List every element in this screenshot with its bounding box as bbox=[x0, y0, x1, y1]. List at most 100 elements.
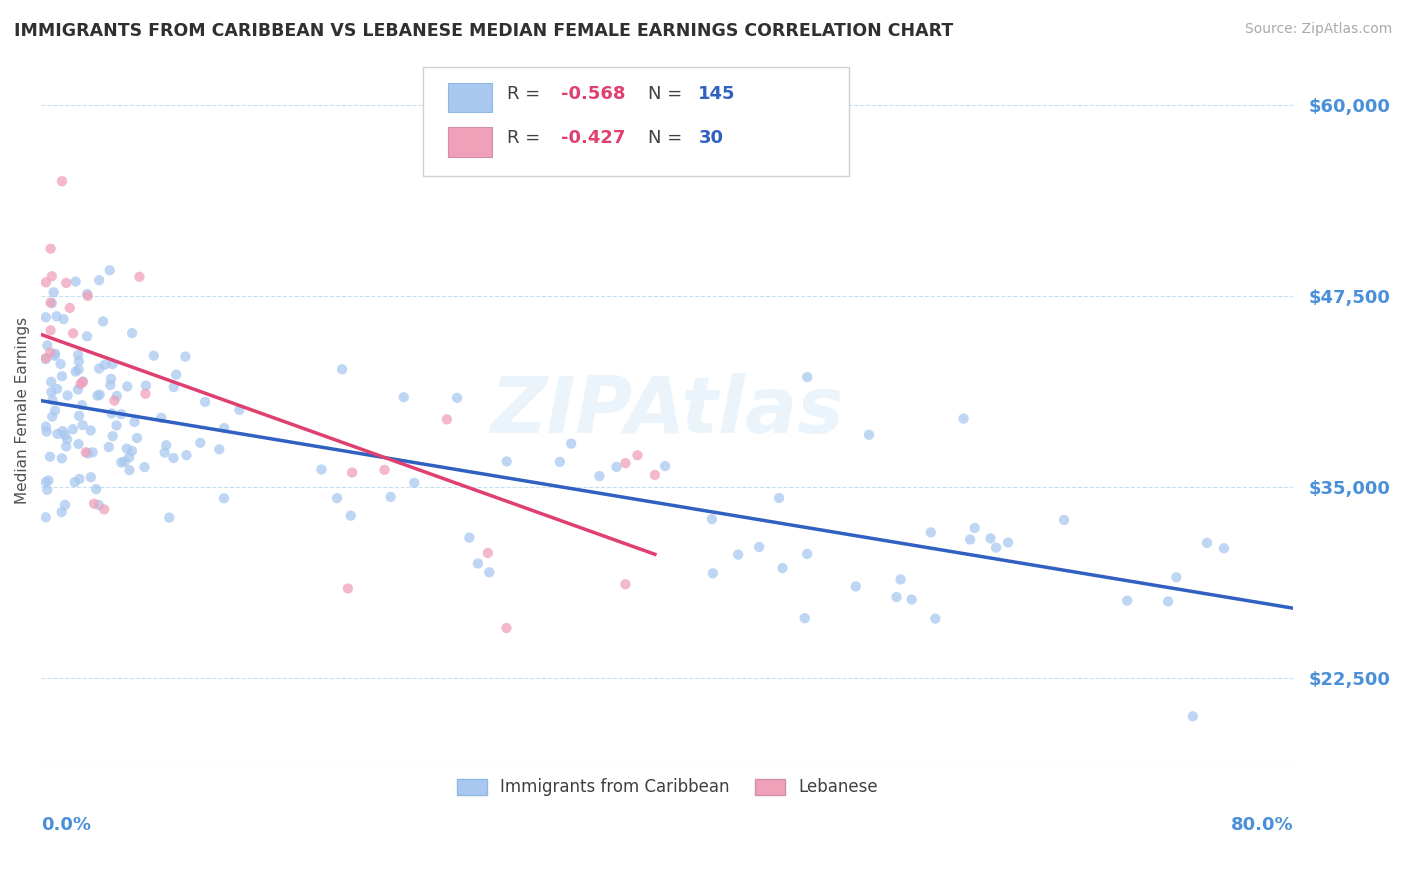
Point bbox=[46, 382, 69, 396]
Point bbox=[748, 540, 770, 554]
Point bbox=[80, 470, 103, 484]
Point bbox=[39, 323, 62, 337]
Point bbox=[41, 269, 63, 284]
Point bbox=[44, 349, 66, 363]
Point bbox=[700, 512, 723, 526]
Point bbox=[76, 446, 98, 460]
Point bbox=[890, 573, 912, 587]
Text: R =: R = bbox=[508, 85, 540, 103]
Point bbox=[52, 312, 75, 326]
Point bbox=[35, 276, 58, 290]
Text: 30: 30 bbox=[699, 129, 724, 147]
Point bbox=[373, 463, 395, 477]
Point bbox=[52, 424, 75, 438]
Point bbox=[66, 383, 89, 397]
Point bbox=[103, 393, 125, 408]
Point bbox=[72, 418, 94, 433]
Point bbox=[76, 289, 98, 303]
Point bbox=[163, 380, 186, 394]
Point bbox=[588, 469, 610, 483]
Point bbox=[984, 541, 1007, 555]
Text: Source: ZipAtlas.com: Source: ZipAtlas.com bbox=[1244, 22, 1392, 37]
Point bbox=[65, 365, 87, 379]
Point bbox=[560, 436, 582, 450]
Point bbox=[1213, 541, 1236, 556]
Point bbox=[796, 547, 818, 561]
Point bbox=[212, 491, 235, 506]
Point bbox=[87, 361, 110, 376]
Point bbox=[121, 326, 143, 340]
Point bbox=[1166, 570, 1188, 584]
Point bbox=[39, 242, 62, 256]
Point bbox=[46, 426, 69, 441]
Point bbox=[97, 440, 120, 454]
Point bbox=[51, 505, 73, 519]
Point bbox=[1053, 513, 1076, 527]
Point bbox=[458, 531, 481, 545]
Point bbox=[952, 411, 974, 425]
Point bbox=[35, 510, 58, 524]
Point bbox=[41, 384, 63, 399]
Point bbox=[39, 295, 62, 310]
Point bbox=[793, 611, 815, 625]
Point bbox=[125, 431, 148, 445]
Point bbox=[62, 422, 84, 436]
Point bbox=[87, 498, 110, 512]
Point bbox=[326, 491, 349, 505]
Point bbox=[128, 269, 150, 284]
Point bbox=[115, 442, 138, 456]
Point bbox=[135, 378, 157, 392]
Bar bbox=[449, 127, 492, 157]
Point bbox=[626, 448, 648, 462]
Point bbox=[124, 415, 146, 429]
Point bbox=[65, 275, 87, 289]
Point bbox=[70, 398, 93, 412]
Text: -0.427: -0.427 bbox=[561, 129, 626, 147]
Point bbox=[924, 612, 946, 626]
Point bbox=[336, 582, 359, 596]
Point bbox=[404, 475, 426, 490]
Point bbox=[980, 532, 1002, 546]
Point bbox=[644, 467, 666, 482]
Point bbox=[51, 174, 73, 188]
Point bbox=[212, 421, 235, 435]
Text: 0.0%: 0.0% bbox=[41, 815, 91, 834]
Point bbox=[614, 456, 637, 470]
Point bbox=[35, 310, 58, 325]
Point bbox=[49, 357, 72, 371]
Point bbox=[1116, 593, 1139, 607]
Y-axis label: Median Female Earnings: Median Female Earnings bbox=[15, 318, 30, 505]
Point bbox=[76, 329, 98, 343]
Text: N =: N = bbox=[648, 85, 682, 103]
Point bbox=[100, 372, 122, 386]
Point bbox=[142, 349, 165, 363]
Text: 145: 145 bbox=[699, 85, 735, 103]
Point bbox=[900, 592, 922, 607]
Point bbox=[72, 375, 94, 389]
Point bbox=[117, 379, 139, 393]
Point bbox=[392, 390, 415, 404]
Text: ZIPAtlas: ZIPAtlas bbox=[491, 373, 844, 449]
Point bbox=[134, 386, 156, 401]
Point bbox=[118, 463, 141, 477]
Point bbox=[84, 482, 107, 496]
Point bbox=[62, 326, 84, 341]
Point bbox=[72, 375, 94, 389]
Point bbox=[101, 357, 124, 371]
Point bbox=[886, 590, 908, 604]
Point bbox=[67, 409, 90, 423]
Point bbox=[467, 557, 489, 571]
Point bbox=[768, 491, 790, 505]
Point bbox=[228, 402, 250, 417]
Point bbox=[35, 352, 58, 367]
Point bbox=[340, 466, 363, 480]
Point bbox=[157, 510, 180, 524]
Point bbox=[42, 285, 65, 300]
Point bbox=[37, 474, 59, 488]
Point bbox=[89, 273, 111, 287]
Point bbox=[110, 455, 132, 469]
Point bbox=[174, 350, 197, 364]
Point bbox=[176, 448, 198, 462]
Text: R =: R = bbox=[508, 129, 540, 147]
Point bbox=[67, 348, 90, 362]
